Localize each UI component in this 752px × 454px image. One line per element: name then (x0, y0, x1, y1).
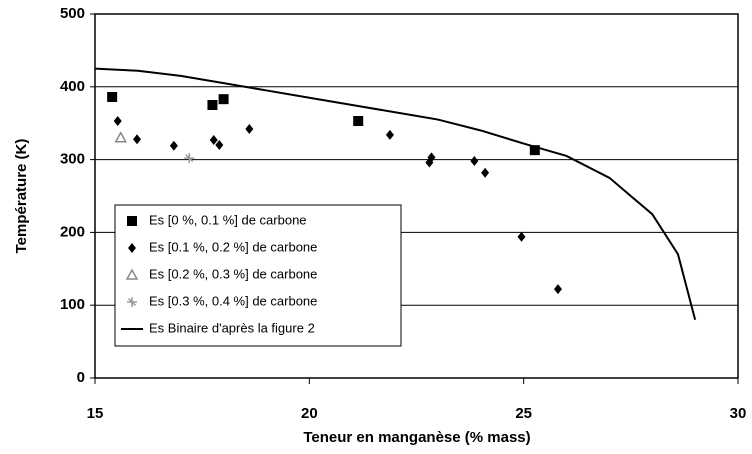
marker-diamond (133, 134, 142, 145)
marker-triangle (125, 268, 139, 280)
x-tick-label: 15 (87, 405, 104, 422)
marker-triangle (114, 131, 127, 143)
marker-diamond (128, 243, 136, 253)
marker-star (184, 153, 195, 164)
marker-diamond (245, 124, 254, 135)
marker-diamond (215, 140, 224, 151)
y-tick-label: 300 (60, 151, 85, 168)
marker-square (207, 100, 218, 110)
marker-star (127, 297, 137, 307)
marker-diamond (113, 116, 122, 127)
marker-diamond (385, 129, 394, 140)
marker-square (107, 91, 118, 102)
marker-diamond (553, 284, 562, 295)
marker-diamond (427, 152, 436, 163)
x-tick-label: 20 (301, 405, 318, 422)
x-tick-label: 25 (515, 405, 532, 422)
legend-label: Es [0.1 %, 0.2 %] de carbone (149, 239, 317, 254)
y-tick-label: 0 (77, 369, 85, 386)
marker-diamond (481, 167, 490, 178)
legend-label: Es [0.3 %, 0.4 %] de carbone (149, 293, 317, 308)
marker-diamond (209, 134, 218, 145)
marker-square (127, 216, 137, 226)
legend-label: Es [0.2 %, 0.3 %] de carbone (149, 266, 317, 281)
x-axis-label: Teneur en manganèse (% mass) (303, 429, 530, 446)
y-tick-label: 500 (60, 5, 85, 22)
x-tick-label: 30 (730, 405, 747, 422)
legend-label: Es [0 %, 0.1 %] de carbone (149, 212, 307, 227)
marker-square (529, 145, 540, 156)
legend-label: Es Binaire d'après la figure 2 (149, 320, 315, 335)
plot-frame (94, 13, 739, 379)
y-tick-label: 200 (60, 223, 85, 240)
marker-square (353, 116, 364, 127)
y-tick-label: 100 (60, 296, 85, 313)
marker-diamond (470, 156, 479, 167)
marker-diamond (517, 231, 526, 242)
marker-square (218, 94, 229, 105)
y-axis-label: Température (K) (13, 139, 30, 254)
marker-diamond (169, 140, 178, 151)
y-tick-label: 400 (60, 78, 85, 95)
line-series (94, 67, 697, 321)
legend-box (114, 204, 402, 347)
